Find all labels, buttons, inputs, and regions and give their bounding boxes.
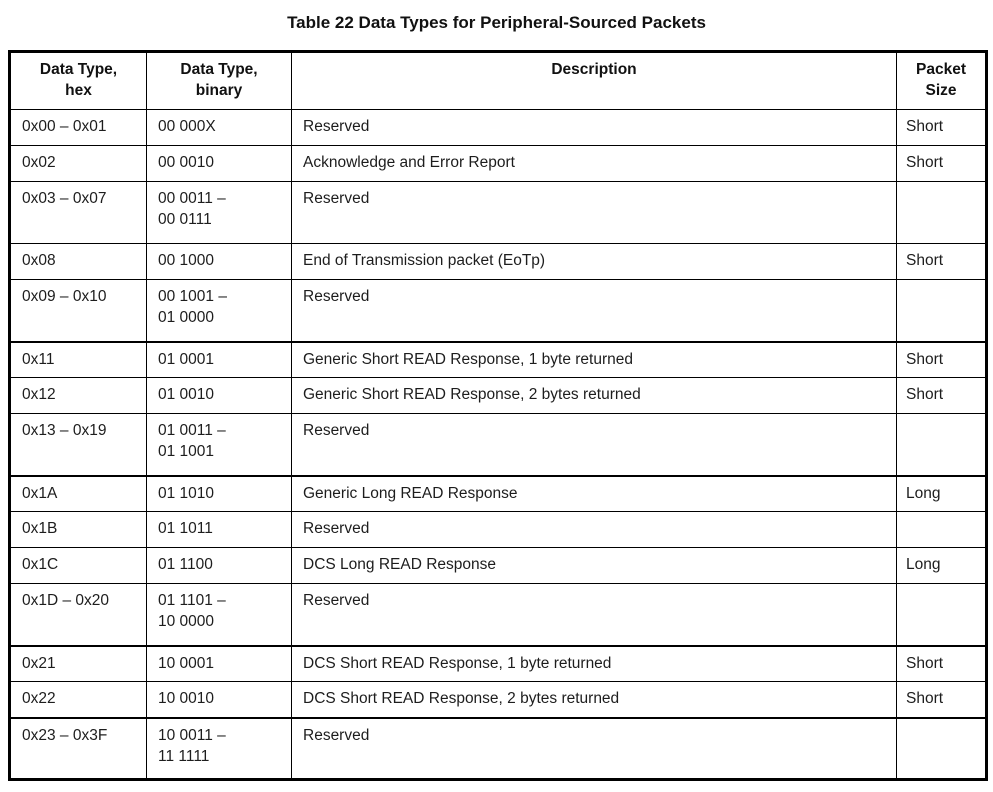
cell-binary: 01 1010	[146, 474, 292, 512]
cell-description: Reserved	[291, 279, 897, 342]
cell-packet-size: Short	[896, 644, 987, 682]
cell-description: Reserved	[291, 716, 897, 780]
header-data-type-binary: Data Type, binary	[146, 51, 292, 110]
cell-description: DCS Short READ Response, 1 byte returned	[291, 644, 897, 682]
cell-binary: 01 0011 – 01 1001	[146, 413, 292, 476]
cell-binary: 01 0001	[146, 340, 292, 378]
cell-packet-size	[896, 511, 987, 548]
cell-description: Reserved	[291, 511, 897, 548]
cell-binary: 00 1000	[146, 243, 292, 280]
table-row: 0x21 10 0001 DCS Short READ Response, 1 …	[9, 644, 987, 682]
cell-hex: 0x21	[9, 644, 147, 682]
cell-description: Generic Short READ Response, 1 byte retu…	[291, 340, 897, 378]
table-row: 0x02 00 0010 Acknowledge and Error Repor…	[9, 145, 987, 182]
cell-packet-size: Long	[896, 474, 987, 512]
table-row: 0x08 00 1000 End of Transmission packet …	[9, 243, 987, 280]
cell-packet-size	[896, 279, 987, 342]
table-row: 0x1C 01 1100 DCS Long READ Response Long	[9, 547, 987, 584]
header-description: Description	[291, 51, 897, 110]
cell-binary: 01 1101 – 10 0000	[146, 583, 292, 646]
header-row: Data Type, hex Data Type, binary Descrip…	[9, 51, 987, 110]
cell-hex: 0x12	[9, 377, 147, 414]
table-caption: Table 22 Data Types for Peripheral-Sourc…	[287, 13, 706, 32]
cell-binary: 00 0010	[146, 145, 292, 182]
cell-description: DCS Short READ Response, 2 bytes returne…	[291, 681, 897, 718]
cell-binary: 00 0011 – 00 0111	[146, 181, 292, 244]
cell-binary: 01 1011	[146, 511, 292, 548]
cell-packet-size: Short	[896, 109, 987, 146]
table-row: 0x23 – 0x3F 10 0011 – 11 1111 Reserved	[9, 716, 987, 780]
cell-packet-size	[896, 583, 987, 646]
header-data-type-hex: Data Type, hex	[9, 51, 147, 110]
cell-hex: 0x1B	[9, 511, 147, 548]
cell-description: Generic Short READ Response, 2 bytes ret…	[291, 377, 897, 414]
table-row: 0x09 – 0x10 00 1001 – 01 0000 Reserved	[9, 279, 987, 342]
cell-description: Reserved	[291, 583, 897, 646]
cell-binary: 01 0010	[146, 377, 292, 414]
cell-packet-size: Short	[896, 681, 987, 718]
cell-description: DCS Long READ Response	[291, 547, 897, 584]
cell-hex: 0x1C	[9, 547, 147, 584]
table-row: 0x1A 01 1010 Generic Long READ Response …	[9, 474, 987, 512]
header-packet-size: Packet Size	[896, 51, 987, 110]
cell-hex: 0x23 – 0x3F	[9, 716, 147, 780]
cell-hex: 0x03 – 0x07	[9, 181, 147, 244]
data-types-table: Data Type, hex Data Type, binary Descrip…	[8, 50, 988, 781]
table-row: 0x1B 01 1011 Reserved	[9, 511, 987, 548]
cell-description: Acknowledge and Error Report	[291, 145, 897, 182]
cell-binary: 00 1001 – 01 0000	[146, 279, 292, 342]
cell-binary: 00 000X	[146, 109, 292, 146]
cell-hex: 0x02	[9, 145, 147, 182]
table-row: 0x00 – 0x01 00 000X Reserved Short	[9, 109, 987, 146]
cell-packet-size	[896, 413, 987, 476]
cell-hex: 0x09 – 0x10	[9, 279, 147, 342]
cell-packet-size: Short	[896, 145, 987, 182]
cell-hex: 0x13 – 0x19	[9, 413, 147, 476]
cell-binary: 01 1100	[146, 547, 292, 584]
cell-packet-size: Long	[896, 547, 987, 584]
cell-packet-size: Short	[896, 377, 987, 414]
cell-packet-size	[896, 181, 987, 244]
table-row: 0x22 10 0010 DCS Short READ Response, 2 …	[9, 681, 987, 718]
cell-hex: 0x1A	[9, 474, 147, 512]
cell-description: Reserved	[291, 181, 897, 244]
cell-packet-size	[896, 716, 987, 780]
table-row: 0x13 – 0x19 01 0011 – 01 1001 Reserved	[9, 413, 987, 476]
cell-hex: 0x00 – 0x01	[9, 109, 147, 146]
table-row: 0x12 01 0010 Generic Short READ Response…	[9, 377, 987, 414]
cell-description: Reserved	[291, 109, 897, 146]
cell-packet-size: Short	[896, 243, 987, 280]
cell-binary: 10 0001	[146, 644, 292, 682]
cell-hex: 0x11	[9, 340, 147, 378]
cell-binary: 10 0011 – 11 1111	[146, 716, 292, 780]
cell-description: End of Transmission packet (EoTp)	[291, 243, 897, 280]
table-row: 0x1D – 0x20 01 1101 – 10 0000 Reserved	[9, 583, 987, 646]
table-row: 0x11 01 0001 Generic Short READ Response…	[9, 340, 987, 378]
cell-packet-size: Short	[896, 340, 987, 378]
cell-hex: 0x22	[9, 681, 147, 718]
table-row: 0x03 – 0x07 00 0011 – 00 0111 Reserved	[9, 181, 987, 244]
cell-binary: 10 0010	[146, 681, 292, 718]
cell-description: Generic Long READ Response	[291, 474, 897, 512]
cell-hex: 0x08	[9, 243, 147, 280]
cell-hex: 0x1D – 0x20	[9, 583, 147, 646]
cell-description: Reserved	[291, 413, 897, 476]
